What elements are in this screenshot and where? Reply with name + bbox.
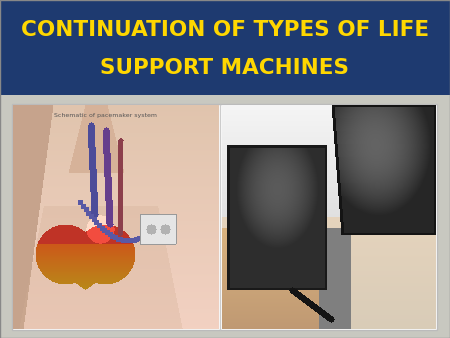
Bar: [12, 104, 437, 330]
Text: SUPPORT MACHINES: SUPPORT MACHINES: [100, 58, 350, 78]
Text: CONTINUATION OF TYPES OF LIFE: CONTINUATION OF TYPES OF LIFE: [21, 20, 429, 40]
Text: Schematic of pacemaker system: Schematic of pacemaker system: [54, 113, 157, 118]
Bar: [0, 0, 450, 95]
